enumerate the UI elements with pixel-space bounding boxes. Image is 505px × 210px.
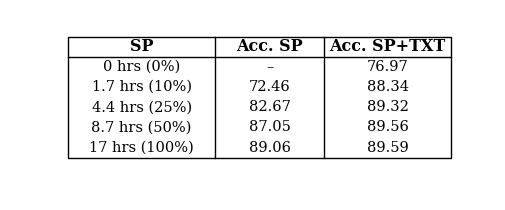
Text: 76.97: 76.97 bbox=[366, 60, 408, 74]
Text: 88.34: 88.34 bbox=[366, 80, 408, 94]
Text: 4.4 hrs (25%): 4.4 hrs (25%) bbox=[91, 100, 191, 114]
Text: 89.56: 89.56 bbox=[366, 121, 408, 134]
Text: 89.06: 89.06 bbox=[248, 141, 290, 155]
Text: –: – bbox=[266, 60, 273, 74]
Text: 72.46: 72.46 bbox=[248, 80, 290, 94]
Text: 87.05: 87.05 bbox=[248, 121, 290, 134]
Bar bbox=[68, 37, 450, 158]
Text: Acc. SP: Acc. SP bbox=[236, 38, 302, 55]
Text: 1.7 hrs (10%): 1.7 hrs (10%) bbox=[91, 80, 191, 94]
Text: 89.59: 89.59 bbox=[366, 141, 408, 155]
Text: 17 hrs (100%): 17 hrs (100%) bbox=[89, 141, 193, 155]
Text: SP: SP bbox=[130, 38, 153, 55]
Text: Acc. SP+TXT: Acc. SP+TXT bbox=[329, 38, 445, 55]
Text: 0 hrs (0%): 0 hrs (0%) bbox=[103, 60, 180, 74]
Text: 82.67: 82.67 bbox=[248, 100, 290, 114]
Text: 8.7 hrs (50%): 8.7 hrs (50%) bbox=[91, 121, 191, 134]
Text: 89.32: 89.32 bbox=[366, 100, 408, 114]
